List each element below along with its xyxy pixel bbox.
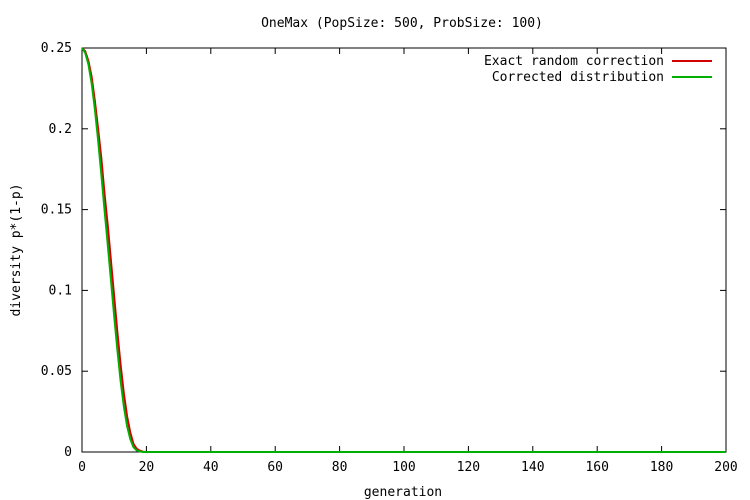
series-lines <box>81 47 726 453</box>
x-tick-label: 140 <box>521 460 544 475</box>
x-tick-label: 200 <box>714 460 737 475</box>
x-tick-label: 160 <box>585 460 608 475</box>
x-tick-label: 20 <box>139 460 155 475</box>
y-tick-label: 0.15 <box>41 203 72 218</box>
x-tick-label: 180 <box>650 460 673 475</box>
y-tick-label: 0.2 <box>49 122 72 137</box>
x-tick-label: 0 <box>78 460 86 475</box>
x-tick-label: 120 <box>457 460 480 475</box>
x-tick-label: 100 <box>392 460 415 475</box>
legend-label: Corrected distribution <box>492 70 664 85</box>
series-line-2 <box>81 47 726 453</box>
y-axis-ticks: 0 0.05 0.1 0.15 0.2 0.25 <box>41 41 726 460</box>
y-tick-label: 0.1 <box>49 283 72 298</box>
y-tick-label: 0.25 <box>41 41 72 56</box>
x-axis-label: generation <box>364 485 442 500</box>
legend-label: Exact random correction <box>484 54 664 69</box>
series-line-1 <box>81 47 726 453</box>
x-tick-label: 40 <box>203 460 219 475</box>
x-axis-ticks: 0 20 40 60 80 100 120 140 160 180 200 <box>78 48 738 475</box>
y-tick-label: 0.05 <box>41 364 72 379</box>
y-axis-label: diversity p*(1-p) <box>9 183 24 316</box>
x-tick-label: 60 <box>267 460 283 475</box>
plot-frame <box>81 47 727 453</box>
y-tick-label: 0 <box>64 445 72 460</box>
chart-title: OneMax (PopSize: 500, ProbSize: 100) <box>261 16 543 31</box>
x-tick-label: 80 <box>332 460 348 475</box>
